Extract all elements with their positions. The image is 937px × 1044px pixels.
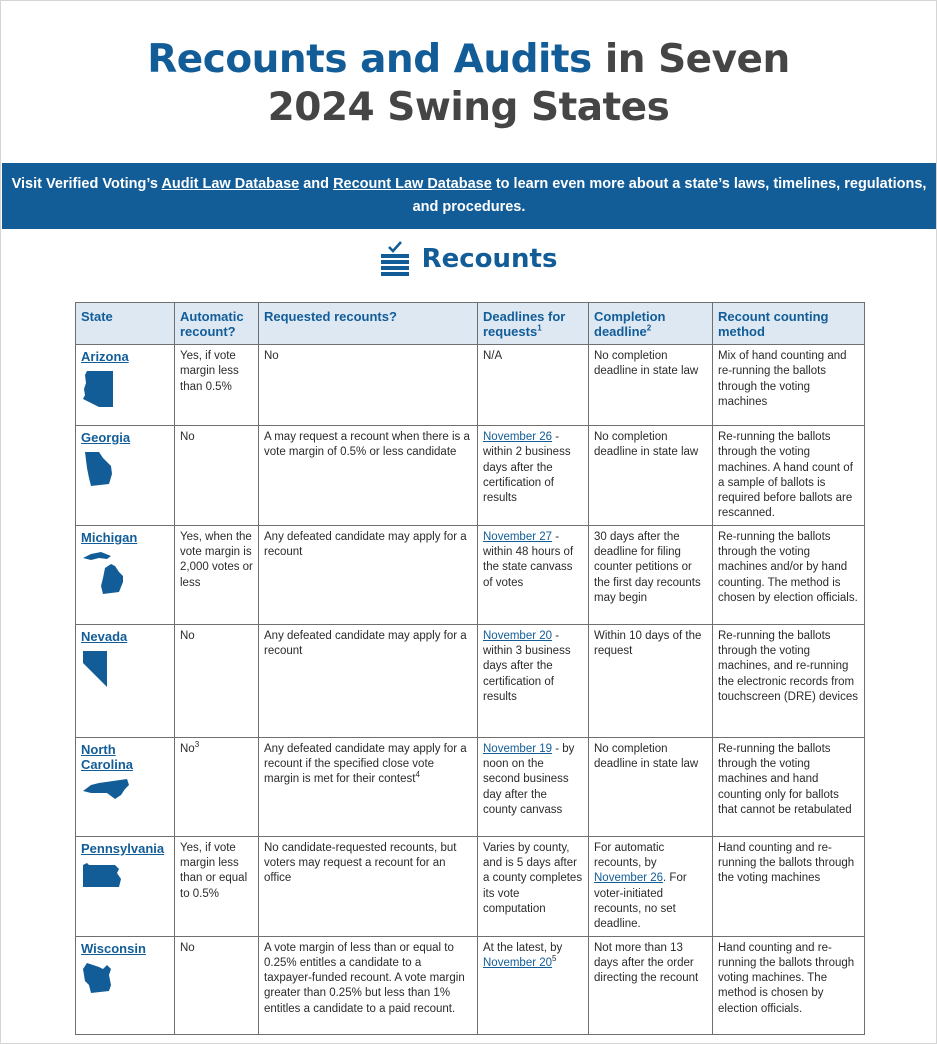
state-cell: Arizona — [75, 344, 175, 426]
deadline-cell: November 20 - within 3 business days aft… — [477, 623, 589, 738]
footnote-5: 5 — [552, 954, 557, 964]
completion-cell: No completion deadline in state law — [588, 425, 713, 526]
footnote-4: 4 — [415, 770, 420, 780]
completion-cell: Within 10 days of the request — [588, 623, 713, 738]
title-line-2: 2024 Swing States — [267, 85, 670, 130]
requested-cell: Any defeated candidate may apply for a r… — [258, 524, 478, 625]
arizona-shape-icon — [83, 371, 113, 407]
nevada-shape-icon — [83, 650, 107, 687]
header-method: Recount counting method — [712, 302, 865, 345]
footnote-3: 3 — [194, 739, 200, 749]
georgia-shape-icon — [85, 452, 112, 486]
michigan-shape-icon — [83, 551, 123, 594]
table-row: Arizona Yes, if vote margin less than 0.… — [75, 344, 865, 426]
deadline-date-link[interactable]: November 19 — [483, 742, 553, 755]
title-part-2: in Seven — [604, 37, 790, 82]
deadline-date-link[interactable]: November 20 — [483, 956, 553, 969]
deadline-text: - within 2 business days after the certi… — [483, 431, 571, 505]
state-link-north-carolina[interactable]: North Carolina — [81, 741, 134, 772]
deadline-text: Varies by county, and is 5 days after a … — [483, 841, 583, 915]
completion-cell: 30 days after the deadline for filing co… — [588, 524, 713, 625]
recounts-table: State Automatic recount? Requested recou… — [75, 302, 865, 1035]
state-cell: Pennsylvania — [75, 835, 175, 937]
automatic-cell: No — [174, 425, 259, 526]
automatic-cell: No — [174, 935, 259, 1035]
requested-cell: A may request a recount when there is a … — [258, 425, 478, 526]
requested-cell: A vote margin of less than or equal to 0… — [258, 935, 478, 1035]
table-header-row: State Automatic recount? Requested recou… — [75, 302, 865, 345]
state-cell: Michigan — [75, 524, 175, 625]
header-requested: Requested recounts? — [258, 302, 478, 345]
info-banner: Visit Verified Voting’s Audit Law Databa… — [2, 163, 936, 229]
deadline-cell: Varies by county, and is 5 days after a … — [477, 835, 589, 937]
audit-law-database-link[interactable]: Audit Law Database — [161, 176, 300, 192]
state-cell: Nevada — [75, 623, 175, 738]
recounts-section-header: Recounts — [0, 240, 937, 278]
table-row: Pennsylvania Yes, if vote margin less th… — [75, 835, 865, 937]
recount-law-database-link[interactable]: Recount Law Database — [333, 176, 492, 192]
state-link-pennsylvania[interactable]: Pennsylvania — [81, 840, 165, 856]
deadline-date-link[interactable]: November 20 — [483, 629, 553, 642]
section-title: Recounts — [421, 244, 558, 274]
deadline-text: - by noon on the second business day aft… — [483, 742, 575, 816]
header-deadlines: Deadlines for requests1 — [477, 302, 589, 345]
pennsylvania-shape-icon — [83, 862, 121, 887]
header-automatic: Automatic recount? — [174, 302, 259, 345]
deadline-date-link[interactable]: November 26 — [483, 431, 553, 443]
state-cell: Georgia — [75, 425, 175, 526]
deadline-cell: November 19 - by noon on the second busi… — [477, 736, 589, 837]
automatic-cell: Yes, if vote margin less than or equal t… — [174, 835, 259, 937]
table-row: Michigan Yes, when the vote margin is 2,… — [75, 524, 865, 625]
state-cell: North Carolina — [75, 736, 175, 837]
completion-date-link[interactable]: November 26 — [594, 872, 664, 885]
table-row: Nevada No Any defeated candidate may app… — [75, 623, 865, 738]
banner-lead: Visit Verified Voting’s — [11, 176, 162, 192]
method-cell: Hand counting and re-running the ballots… — [712, 835, 865, 937]
requested-cell: No — [258, 344, 478, 426]
banner-mid: and — [299, 176, 334, 192]
requested-cell: Any defeated candidate may apply for a r… — [258, 736, 478, 837]
method-cell: Re-running the ballots through the votin… — [712, 425, 865, 526]
state-link-michigan[interactable]: Michigan — [81, 529, 138, 545]
state-link-georgia[interactable]: Georgia — [81, 430, 131, 445]
title-part-1: Recounts and Audits — [147, 37, 592, 82]
deadline-cell: At the latest, by November 205 — [477, 935, 589, 1035]
completion-cell: No completion deadline in state law — [588, 344, 713, 426]
state-link-nevada[interactable]: Nevada — [81, 628, 128, 644]
wisconsin-shape-icon — [83, 962, 111, 993]
state-link-wisconsin[interactable]: Wisconsin — [81, 940, 146, 956]
completion-cell: For automatic recounts, by November 26. … — [588, 835, 713, 937]
deadline-date-link[interactable]: November 27 — [483, 530, 553, 543]
state-cell: Wisconsin — [75, 935, 175, 1035]
method-cell: Re-running the ballots through the votin… — [712, 623, 865, 738]
deadline-text: N/A — [483, 350, 503, 362]
automatic-cell: No — [174, 623, 259, 738]
banner-tail: to learn even more about a state’s laws,… — [412, 176, 927, 215]
table-row: Wisconsin No A vote margin of less than … — [75, 935, 865, 1035]
deadline-cell: November 27 - within 48 hours of the sta… — [477, 524, 589, 625]
requested-cell: No candidate-requested recounts, but vot… — [258, 835, 478, 937]
automatic-cell: Yes, when the vote margin is 2,000 votes… — [174, 524, 259, 625]
requested-cell: Any defeated candidate may apply for a r… — [258, 623, 478, 738]
method-cell: Re-running the ballots through the votin… — [712, 736, 865, 837]
header-state: State — [75, 302, 175, 345]
ballot-box-icon — [380, 241, 409, 276]
completion-cell: No completion deadline in state law — [588, 736, 713, 837]
table-row: Georgia No A may request a recount when … — [75, 425, 865, 526]
method-cell: Mix of hand counting and re-running the … — [712, 344, 865, 426]
header-completion: Completion deadline2 — [588, 302, 713, 345]
completion-cell: Not more than 13 days after the order di… — [588, 935, 713, 1035]
page-title: Recounts and Audits in Seven 2024 Swing … — [0, 36, 937, 132]
method-cell: Hand counting and re-running the ballots… — [712, 935, 865, 1035]
deadline-text: - within 3 business days after the certi… — [483, 629, 571, 703]
method-cell: Re-running the ballots through the votin… — [712, 524, 865, 625]
table-row: North Carolina No3 Any defeated candidat… — [75, 736, 865, 837]
deadline-cell: N/A — [477, 344, 589, 426]
deadline-cell: November 26 - within 2 business days aft… — [477, 425, 589, 526]
automatic-cell: No3 — [174, 736, 259, 837]
automatic-cell: Yes, if vote margin less than 0.5% — [174, 344, 259, 426]
deadline-text: - within 48 hours of the state canvass o… — [483, 530, 574, 589]
north-carolina-shape-icon — [83, 778, 129, 799]
state-link-arizona[interactable]: Arizona — [81, 349, 129, 364]
